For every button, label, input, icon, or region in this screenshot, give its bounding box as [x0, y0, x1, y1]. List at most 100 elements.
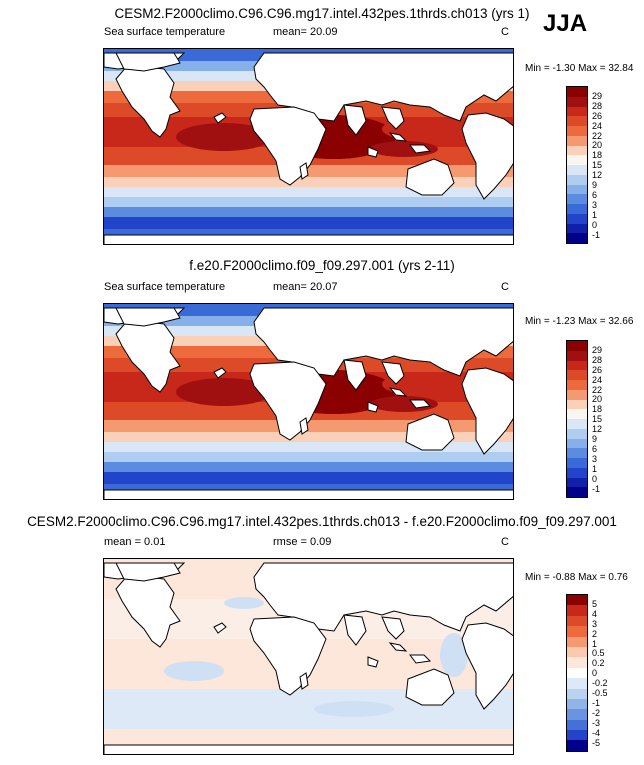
- cbar-label: -4: [592, 728, 601, 738]
- panel-3-title: CESM2.F2000climo.C96.C96.mg17.intel.432p…: [27, 514, 617, 529]
- landmass: [104, 744, 513, 754]
- landmass: [367, 401, 379, 413]
- colorbar-swatch: [567, 341, 587, 351]
- warm-pool-region: [176, 123, 272, 151]
- panel-3-minmax: Min = -0.88 Max = 0.76: [525, 572, 628, 583]
- colorbar-swatch: [567, 477, 587, 488]
- cbar-label: 0: [592, 668, 598, 678]
- panel-2-title: f.e20.F2000climo.f09_f09.297.001 (yrs 2-…: [189, 258, 455, 273]
- colorbar-swatch: [567, 106, 587, 117]
- cbar-label: 12: [592, 170, 603, 180]
- cbar-label: -1: [592, 484, 601, 494]
- panel-2-colorbar: [566, 340, 588, 498]
- landmass: [381, 616, 405, 640]
- colorbar-swatch: [567, 116, 587, 126]
- panel-3-mean: mean = 0.01: [104, 536, 166, 548]
- colorbar-swatch: [567, 350, 587, 361]
- colorbar-swatch: [567, 740, 587, 751]
- landmass: [213, 622, 227, 634]
- sst-contour-band: [104, 217, 513, 229]
- colorbar-swatch: [567, 636, 587, 647]
- landmass: [299, 162, 309, 180]
- colorbar-swatch: [567, 709, 587, 720]
- landmass: [461, 112, 513, 200]
- landmass: [405, 158, 455, 196]
- cbar-label: 15: [592, 414, 603, 424]
- landmass: [405, 413, 455, 451]
- panel-2-map: [103, 303, 514, 500]
- panel-1-variable: Sea surface temperature: [104, 26, 226, 38]
- landmass: [409, 144, 432, 154]
- colorbar-swatch: [567, 223, 587, 234]
- cbar-label: 3: [592, 619, 598, 629]
- colorbar-swatch: [567, 360, 587, 371]
- cbar-label: 6: [592, 190, 598, 200]
- landmass: [299, 672, 309, 690]
- colorbar-swatch: [567, 204, 587, 214]
- landmass: [381, 106, 405, 130]
- landmass: [388, 387, 408, 397]
- landmass: [299, 417, 309, 435]
- cool-anomaly-region: [314, 701, 394, 717]
- sst-contour-band: [104, 452, 513, 462]
- panel-3-colorbar: [566, 594, 588, 752]
- landmass: [388, 132, 408, 142]
- landmass: [461, 622, 513, 710]
- cbar-label: 29: [592, 345, 603, 355]
- panel-1-title: CESM2.F2000climo.C96.C96.mg17.intel.432p…: [114, 6, 530, 21]
- colorbar-swatch: [567, 428, 587, 439]
- landmass: [249, 361, 327, 441]
- landmass: [115, 574, 181, 648]
- landmass: [388, 642, 408, 652]
- landmass: [249, 106, 327, 186]
- cbar-label: 0.2: [592, 658, 605, 668]
- colorbar-swatch: [567, 389, 587, 400]
- cbar-label: 0.5: [592, 648, 605, 658]
- landmass: [115, 52, 181, 72]
- landmass: [367, 656, 379, 668]
- colorbar-swatch: [567, 370, 587, 380]
- colorbar-swatch: [567, 145, 587, 156]
- panel-2-mean: mean= 20.07: [273, 281, 338, 293]
- landmass: [115, 319, 181, 393]
- colorbar-swatch: [567, 194, 587, 204]
- colorbar-swatch: [567, 467, 587, 478]
- colorbar-swatch: [567, 730, 587, 741]
- cbar-label: 0: [592, 220, 598, 230]
- colorbar-swatch: [567, 135, 587, 146]
- landmass: [343, 104, 367, 136]
- colorbar-swatch: [567, 380, 587, 390]
- cbar-label: 1: [592, 464, 598, 474]
- colorbar-swatch: [567, 698, 587, 710]
- cbar-label: -0.5: [592, 688, 608, 698]
- landmass: [115, 307, 181, 327]
- cbar-label: 12: [592, 424, 603, 434]
- sst-contour-band: [104, 197, 513, 207]
- colorbar-swatch: [567, 657, 587, 668]
- sst-map-2: [104, 304, 513, 499]
- colorbar-swatch: [567, 399, 587, 410]
- cbar-label: -0.2: [592, 678, 608, 688]
- panel-3-map: [103, 558, 514, 755]
- cbar-label: 20: [592, 394, 603, 404]
- sst-contour-band: [104, 187, 513, 197]
- warm-pool-region: [382, 372, 466, 396]
- cbar-label: 26: [592, 365, 603, 375]
- colorbar-swatch: [567, 165, 587, 175]
- colorbar-swatch: [567, 155, 587, 165]
- warm-pool-region: [382, 117, 466, 141]
- cbar-label: 3: [592, 200, 598, 210]
- colorbar-swatch: [567, 419, 587, 429]
- landmass: [253, 52, 513, 122]
- sst-map-1: [104, 49, 513, 244]
- landmass: [115, 562, 181, 582]
- cbar-label: 22: [592, 385, 603, 395]
- colorbar-swatch: [567, 458, 587, 468]
- cbar-label: 0: [592, 474, 598, 484]
- landmass: [213, 112, 227, 124]
- colorbar-swatch: [567, 409, 587, 419]
- landmass: [249, 616, 327, 696]
- cbar-label: 3: [592, 454, 598, 464]
- sst-contour-band: [104, 432, 513, 442]
- cbar-label: 18: [592, 150, 603, 160]
